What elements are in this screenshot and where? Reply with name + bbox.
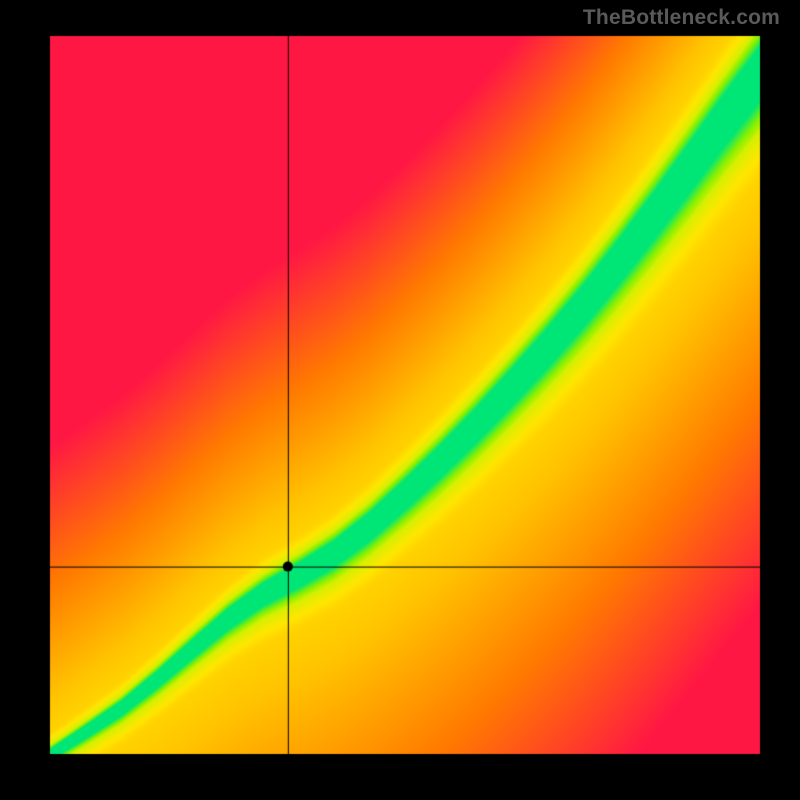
- watermark-text: TheBottleneck.com: [583, 6, 780, 30]
- bottleneck-heatmap: [0, 0, 800, 800]
- chart-container: TheBottleneck.com: [0, 0, 800, 800]
